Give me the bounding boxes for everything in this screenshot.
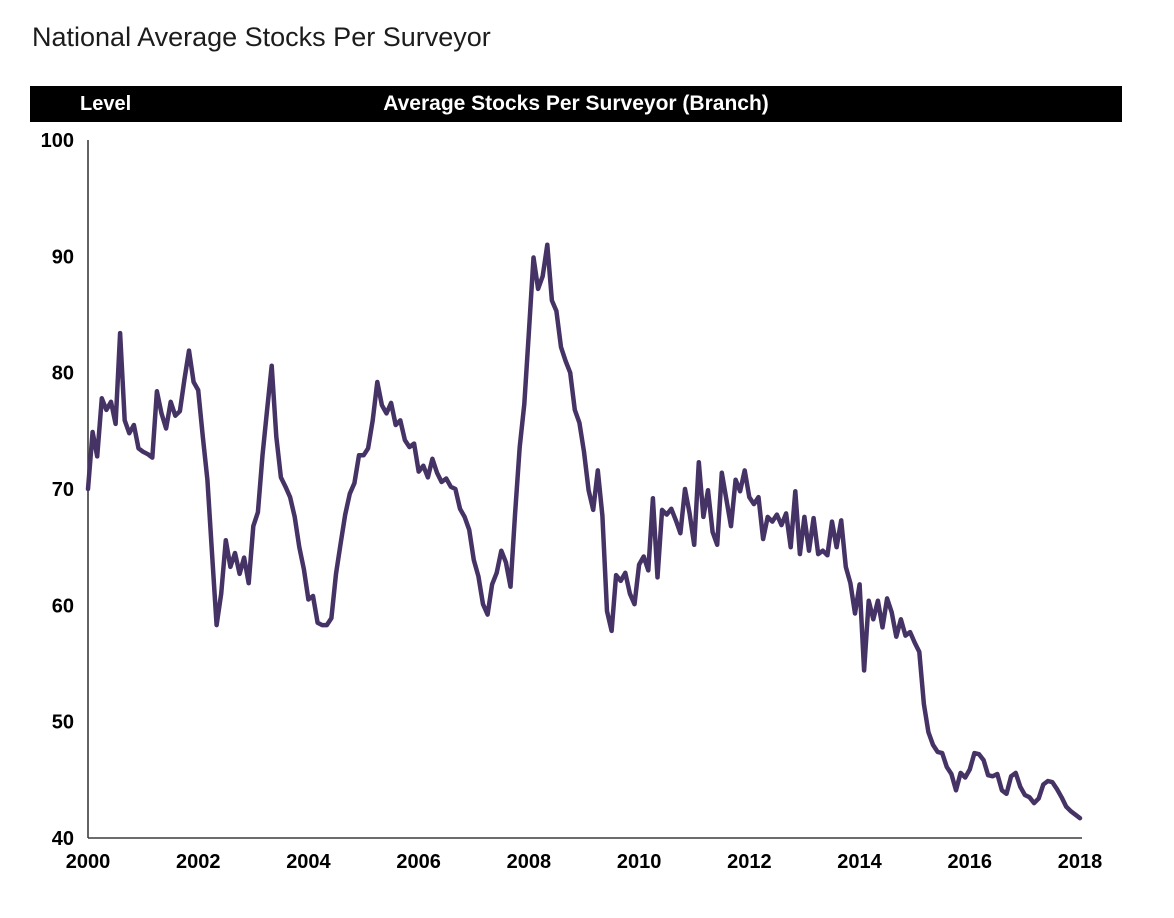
x-tick-label: 2014 (837, 851, 882, 873)
x-tick-label: 2002 (176, 851, 221, 873)
page-title: National Average Stocks Per Surveyor (32, 22, 491, 52)
y-tick-label: 90 (52, 246, 74, 268)
x-tick-label: 2010 (617, 851, 662, 873)
chart-title: Average Stocks Per Surveyor (Branch) (383, 92, 769, 115)
y-axis-unit-label: Level (80, 92, 132, 115)
y-tick-label: 100 (41, 130, 74, 152)
data-series-line (85, 242, 1083, 821)
y-tick-label: 40 (52, 828, 74, 850)
x-tick-label: 2008 (507, 851, 552, 873)
y-tick-label: 80 (52, 363, 74, 385)
x-tick-label: 2000 (66, 851, 111, 873)
x-tick-label: 2016 (948, 851, 993, 873)
x-tick-label: 2018 (1058, 851, 1103, 873)
x-tick-label: 2006 (396, 851, 441, 873)
x-tick-label: 2004 (286, 851, 331, 873)
y-tick-label: 50 (52, 712, 74, 734)
y-tick-label: 60 (52, 595, 74, 617)
chart-header-bar: Level Average Stocks Per Surveyor (Branc… (30, 86, 1122, 122)
y-tick-label: 70 (52, 479, 74, 501)
x-tick-label: 2012 (727, 851, 772, 873)
